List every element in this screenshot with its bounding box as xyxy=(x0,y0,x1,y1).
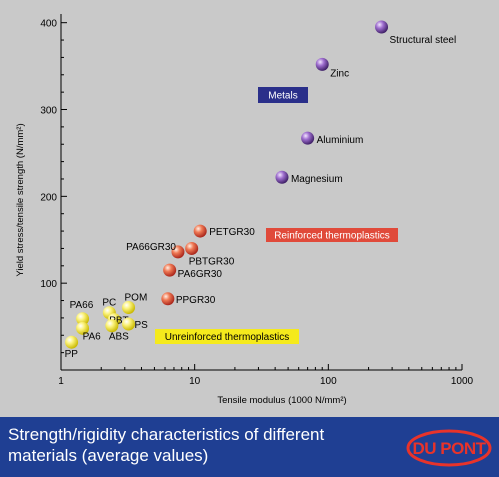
x-tick-label: 100 xyxy=(320,376,337,387)
data-point xyxy=(193,224,207,238)
point-label: PS xyxy=(135,320,149,331)
point-label: PC xyxy=(102,298,116,309)
group-label-box xyxy=(155,329,299,344)
caption: Strength/rigidity characteristics of dif… xyxy=(8,424,398,466)
point-label: Structural steel xyxy=(390,35,457,46)
data-point xyxy=(185,241,199,255)
data-point xyxy=(275,170,289,184)
dupont-logo: DU PONT xyxy=(406,428,492,468)
x-axis-title: Tensile modulus (1000 N/mm²) xyxy=(217,395,346,406)
caption-line-2: materials (average values) xyxy=(8,446,209,465)
point-label: Zinc xyxy=(330,68,349,79)
data-point xyxy=(375,20,389,34)
data-point xyxy=(171,245,185,259)
point-label: PBTGR30 xyxy=(189,256,235,267)
y-tick-label: 400 xyxy=(40,19,57,30)
x-tick-label: 10 xyxy=(189,376,201,387)
data-point xyxy=(163,263,177,277)
group-label-box xyxy=(258,87,308,103)
data-point xyxy=(315,57,329,71)
y-tick-label: 200 xyxy=(40,192,57,203)
y-tick-label: 300 xyxy=(40,106,57,117)
point-label: PA66 xyxy=(70,300,94,311)
point-label: PPGR30 xyxy=(176,295,216,306)
y-axis-title: Yield stress/tensile strength (N/mm²) xyxy=(15,123,26,276)
data-point xyxy=(161,292,175,306)
point-label: Magnesium xyxy=(291,174,343,185)
data-point xyxy=(122,317,136,331)
point-label: PP xyxy=(65,349,79,360)
point-label: PA6GR30 xyxy=(178,269,223,280)
point-label: ABS xyxy=(109,332,129,343)
point-label: PETGR30 xyxy=(209,227,255,238)
scatter-chart: 1 10 100 1000 100 200 300 400 Metals Reinforced … xyxy=(15,14,474,406)
group-label: Metals xyxy=(268,91,297,102)
y-tick-label: 100 xyxy=(40,279,57,290)
svg-text:DU PONT: DU PONT xyxy=(413,439,487,458)
point-label: POM xyxy=(125,292,148,303)
point-label: PA66GR30 xyxy=(126,242,176,253)
caption-line-1: Strength/rigidity characteristics of dif… xyxy=(8,425,325,444)
group-label: Unreinforced thermoplastics xyxy=(165,332,290,343)
data-point xyxy=(76,321,90,335)
data-point xyxy=(301,131,315,145)
point-label: PA6 xyxy=(83,331,102,342)
point-label: Aluminium xyxy=(317,135,364,146)
group-label-box xyxy=(266,228,398,242)
data-point xyxy=(122,300,136,314)
data-point xyxy=(76,312,90,326)
plot-panel: 1 10 100 1000 100 200 300 400 Metals Reinforced … xyxy=(0,0,499,417)
point-label: PBT xyxy=(109,316,128,327)
data-point xyxy=(65,335,79,349)
data-point xyxy=(105,319,119,333)
x-tick-label: 1 xyxy=(58,376,64,387)
group-label: Reinforced thermoplastics xyxy=(274,231,390,242)
x-tick-label: 1000 xyxy=(451,376,474,387)
